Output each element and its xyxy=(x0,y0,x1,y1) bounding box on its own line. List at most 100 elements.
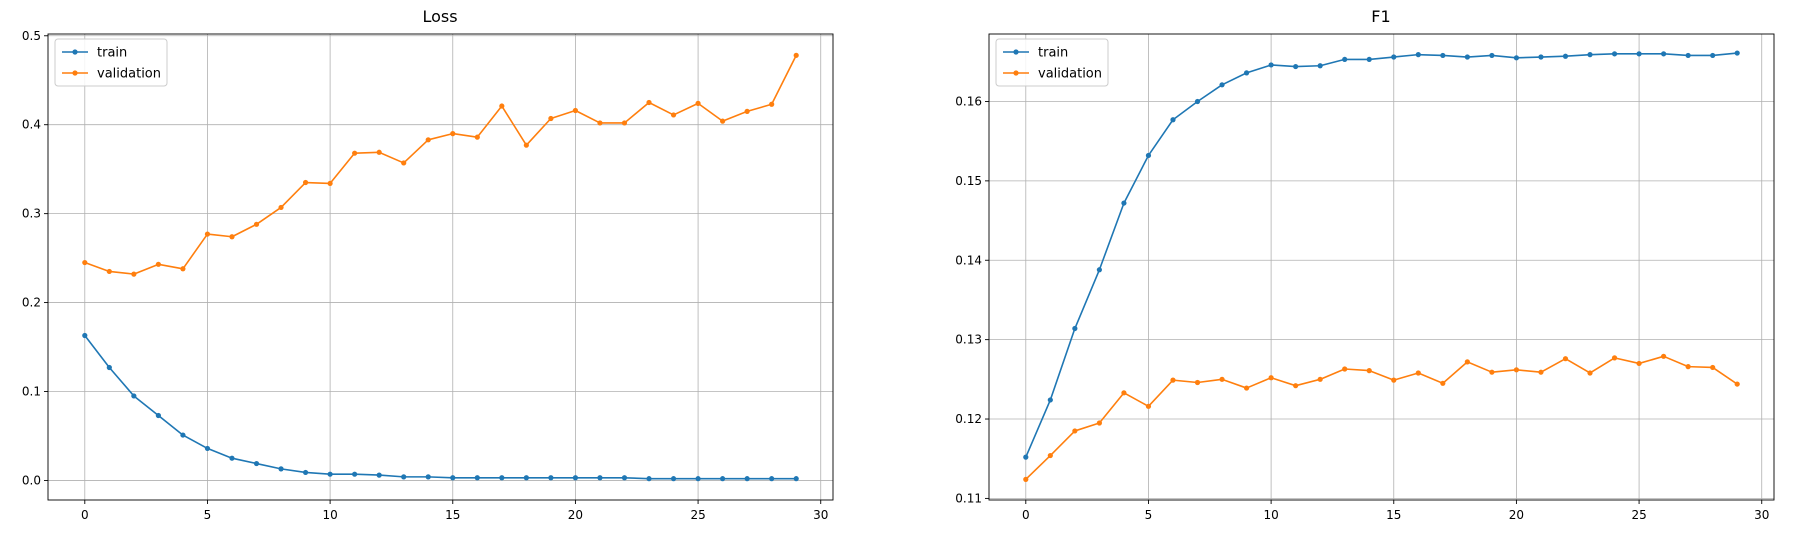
y-tick-label: 0.3 xyxy=(22,207,41,221)
train-point xyxy=(106,364,112,371)
y-tick-label: 0.14 xyxy=(955,253,982,267)
train-point xyxy=(1710,52,1716,59)
x-tick-label: 0 xyxy=(81,508,89,522)
validation-point xyxy=(1023,476,1029,482)
train-line xyxy=(1025,52,1738,458)
validation-point xyxy=(1342,366,1348,372)
train-point xyxy=(1538,54,1544,60)
validation-point xyxy=(131,271,137,277)
validation-point xyxy=(278,204,284,211)
f1-chart: F1 0 5 10 15 20 25 30 0.11 0.12 0.13 0.14 0.15 0.16 t… xyxy=(955,7,1775,522)
train-point xyxy=(1587,52,1593,58)
validation-point xyxy=(1268,375,1274,381)
train-point xyxy=(1440,52,1446,59)
legend-entry-train: train xyxy=(62,46,127,61)
validation-point xyxy=(1562,356,1569,362)
f1-series-validation xyxy=(1023,353,1740,482)
train-point xyxy=(744,476,750,482)
validation-point xyxy=(401,160,407,166)
validation-point xyxy=(1464,359,1470,365)
train-point xyxy=(1194,98,1201,105)
train-point xyxy=(523,475,529,481)
f1-grid xyxy=(989,34,1774,500)
validation-point xyxy=(744,108,750,114)
f1-series-train xyxy=(1023,50,1740,460)
legend-label: train xyxy=(1038,46,1068,61)
train-point xyxy=(204,445,211,452)
validation-point xyxy=(1636,360,1642,367)
train-point xyxy=(401,474,407,480)
train-point xyxy=(1293,63,1299,70)
train-point xyxy=(1219,82,1225,88)
f1-x-axis: 0 5 10 15 20 25 30 xyxy=(1022,500,1769,522)
loss-chart: Loss 0 5 10 15 20 25 30 0.0 0.1 0.2 0.3 0.4 0.5 train… xyxy=(22,7,834,522)
train-point xyxy=(1096,267,1102,273)
y-tick-label: 0.11 xyxy=(955,491,982,505)
validation-point xyxy=(1587,370,1593,376)
train-point xyxy=(695,476,701,482)
loss-chart-title: Loss xyxy=(422,7,457,26)
validation-point xyxy=(229,234,235,240)
y-tick-label: 0.1 xyxy=(22,385,41,399)
train-point xyxy=(352,471,358,477)
validation-point xyxy=(352,150,358,156)
legend-label: validation xyxy=(97,67,161,82)
y-tick-label: 0.15 xyxy=(955,174,982,188)
validation-point xyxy=(1121,390,1127,396)
x-tick-label: 10 xyxy=(322,508,337,522)
train-point xyxy=(1243,70,1250,76)
legend-label: validation xyxy=(1038,67,1102,82)
x-tick-label: 15 xyxy=(1386,508,1401,522)
x-tick-label: 30 xyxy=(1754,508,1769,522)
validation-point xyxy=(1194,379,1201,386)
loss-series-train xyxy=(82,332,799,482)
train-point xyxy=(450,475,456,481)
train-point xyxy=(1636,51,1642,57)
y-tick-label: 0.0 xyxy=(22,473,41,487)
validation-point xyxy=(548,115,554,122)
train-point xyxy=(769,476,775,482)
validation-point xyxy=(1243,385,1250,391)
validation-point xyxy=(204,231,211,237)
loss-y-axis: 0.0 0.1 0.2 0.3 0.4 0.5 xyxy=(22,29,48,487)
train-point xyxy=(229,455,235,461)
train-point xyxy=(302,469,309,476)
loss-axes-frame xyxy=(47,33,834,501)
train-point xyxy=(131,393,137,399)
validation-point xyxy=(1317,376,1323,382)
validation-point xyxy=(450,131,456,137)
x-tick-label: 25 xyxy=(690,508,705,522)
train-point xyxy=(1268,62,1274,68)
validation-point xyxy=(1685,364,1691,370)
validation-point xyxy=(1710,364,1716,371)
train-point xyxy=(180,432,186,438)
x-tick-label: 20 xyxy=(1509,508,1524,522)
legend-marker-swatch xyxy=(72,49,78,55)
validation-point xyxy=(1170,377,1176,383)
legend-entry-train: train xyxy=(1003,46,1068,61)
train-point xyxy=(1170,117,1176,123)
train-point xyxy=(1342,56,1348,63)
y-tick-label: 0.16 xyxy=(955,94,982,108)
validation-point xyxy=(646,99,652,106)
validation-point xyxy=(1611,355,1618,361)
train-point xyxy=(1145,152,1152,159)
train-point xyxy=(1513,55,1520,61)
validation-point xyxy=(82,259,88,266)
f1-y-axis: 0.11 0.12 0.13 0.14 0.15 0.16 xyxy=(955,94,989,505)
f1-chart-title: F1 xyxy=(1371,7,1390,26)
validation-point xyxy=(1440,380,1446,386)
train-point xyxy=(1661,51,1667,57)
validation-point xyxy=(621,120,628,126)
train-line xyxy=(84,334,797,480)
x-tick-label: 5 xyxy=(204,508,212,522)
loss-legend: train validation xyxy=(54,38,168,87)
train-point xyxy=(1121,200,1127,206)
train-point xyxy=(1072,325,1078,332)
legend-entry-validation: validation xyxy=(62,67,161,82)
train-point xyxy=(1734,50,1740,56)
validation-point xyxy=(1145,403,1152,409)
validation-point xyxy=(1072,428,1078,434)
validation-point xyxy=(1538,369,1544,375)
